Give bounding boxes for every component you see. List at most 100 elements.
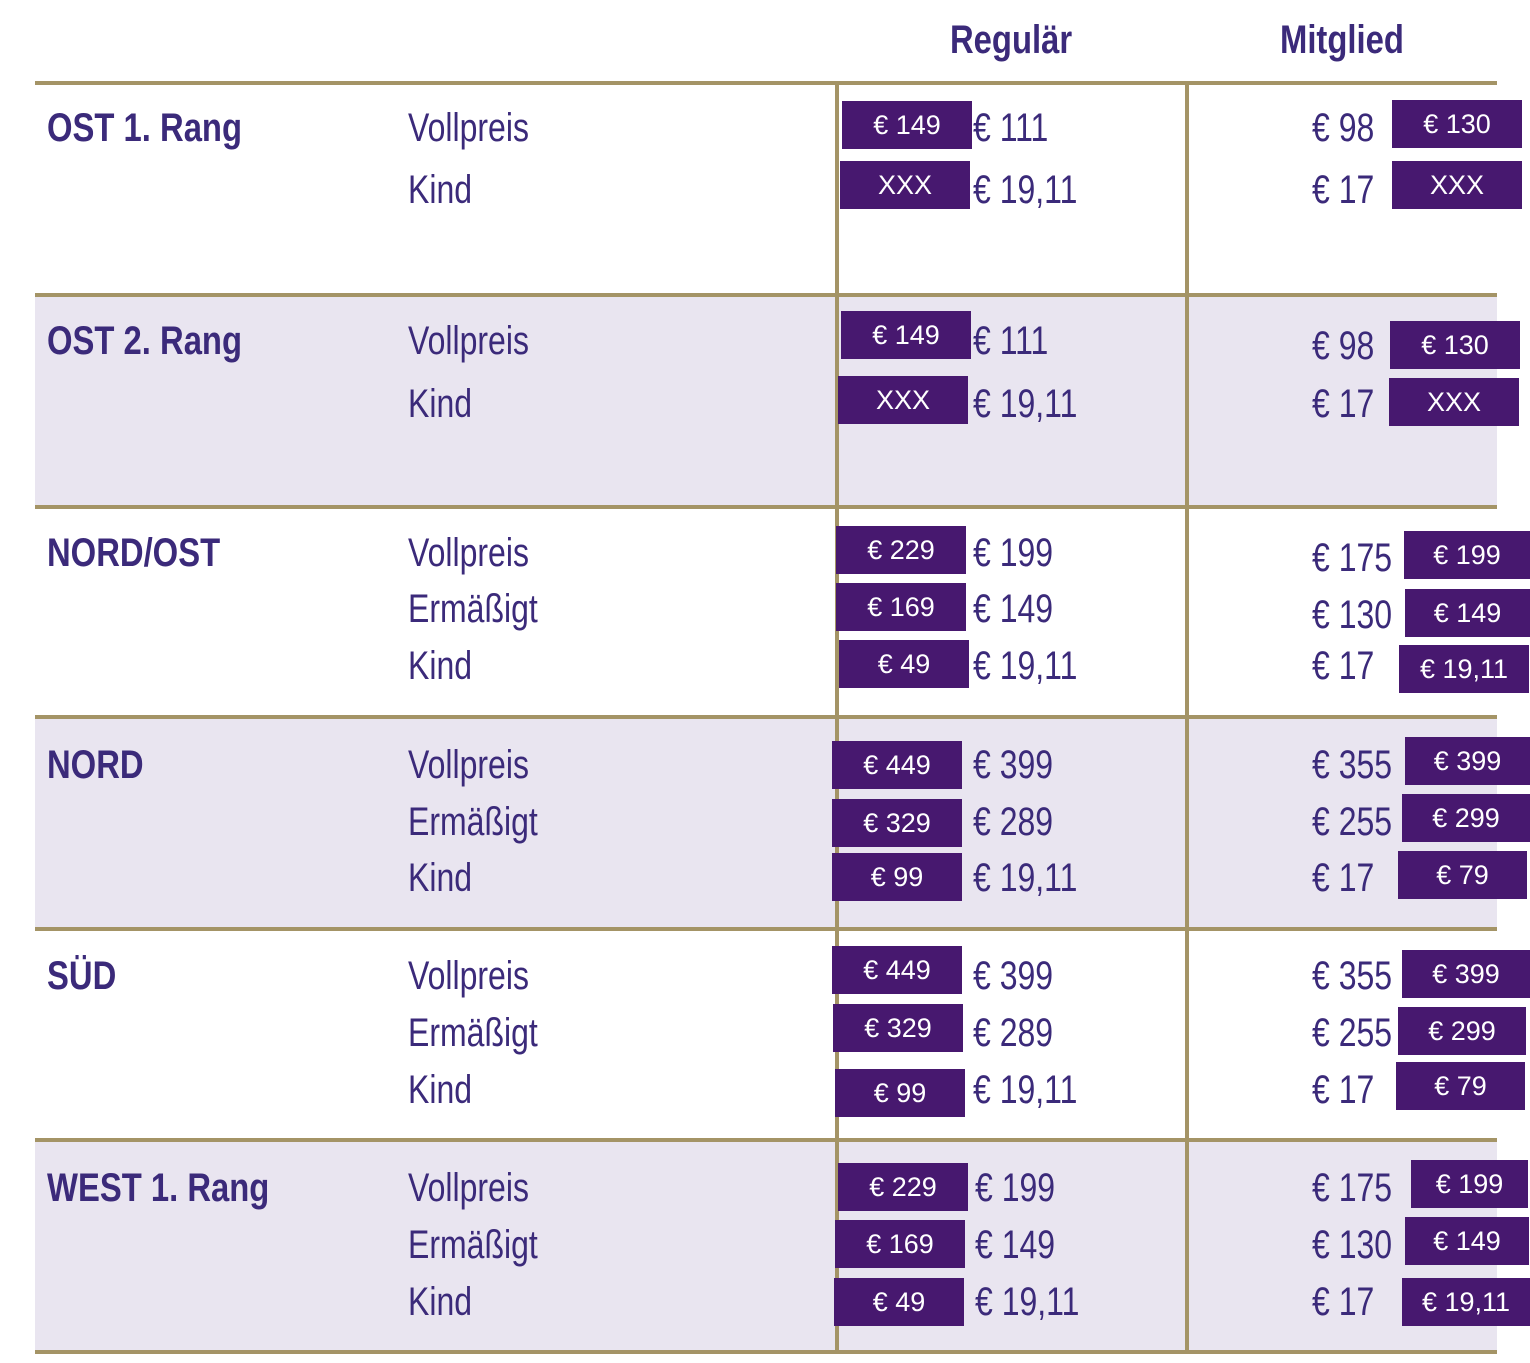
- member-old-price-badge: € 19,11: [1402, 1278, 1530, 1326]
- member-old-price-badge: € 399: [1402, 950, 1530, 998]
- section-band-ost-2: [35, 297, 1497, 506]
- member-old-price-badge: XXX: [1389, 378, 1519, 426]
- regular-price: € 199: [975, 1166, 1056, 1210]
- regular-old-price-badge: € 49: [839, 640, 969, 688]
- zone-label: NORD/OST: [47, 531, 221, 575]
- regular-old-price-badge: € 149: [841, 311, 971, 359]
- category-label: Ermäßigt: [408, 1011, 538, 1055]
- regular-old-price-badge: € 49: [834, 1278, 964, 1326]
- regular-price: € 19,11: [975, 1280, 1080, 1324]
- member-price: € 175: [1312, 536, 1393, 580]
- regular-price: € 399: [973, 743, 1054, 787]
- zone-label: WEST 1. Rang: [47, 1166, 270, 1210]
- member-price: € 17: [1312, 168, 1375, 212]
- column-header-regular: Regulär: [950, 18, 1073, 62]
- category-label: Kind: [408, 1068, 473, 1112]
- regular-old-price-badge: € 229: [838, 1163, 968, 1211]
- section-band-west-1: [35, 1141, 1497, 1351]
- regular-price: € 149: [975, 1223, 1056, 1267]
- member-old-price-badge: € 199: [1411, 1160, 1528, 1208]
- regular-price: € 289: [973, 1011, 1054, 1055]
- column-divider: [835, 83, 839, 1352]
- member-old-price-badge: € 19,11: [1399, 645, 1529, 693]
- rule: [35, 927, 1497, 931]
- rule: [35, 293, 1497, 297]
- member-old-price-badge: € 149: [1405, 1217, 1529, 1265]
- regular-price: € 19,11: [973, 1068, 1078, 1112]
- regular-price: € 19,11: [973, 382, 1078, 426]
- column-header-member: Mitglied: [1280, 18, 1404, 62]
- member-old-price-badge: € 399: [1405, 737, 1530, 785]
- category-label: Vollpreis: [408, 106, 529, 150]
- regular-price: € 19,11: [973, 168, 1078, 212]
- member-price: € 130: [1312, 1223, 1393, 1267]
- category-label: Kind: [408, 1280, 473, 1324]
- member-price: € 255: [1312, 1011, 1393, 1055]
- member-price: € 17: [1312, 644, 1375, 688]
- category-label: Vollpreis: [408, 743, 529, 787]
- regular-old-price-badge: € 99: [832, 853, 962, 901]
- regular-price: € 111: [973, 319, 1049, 363]
- rule: [35, 1350, 1497, 1354]
- regular-old-price-badge: € 449: [832, 946, 962, 994]
- member-price: € 355: [1312, 743, 1393, 787]
- member-price: € 175: [1312, 1166, 1393, 1210]
- member-price: € 17: [1312, 1280, 1375, 1324]
- category-label: Ermäßigt: [408, 1223, 538, 1267]
- regular-price: € 289: [973, 800, 1054, 844]
- member-old-price-badge: € 299: [1402, 794, 1530, 842]
- category-label: Kind: [408, 168, 473, 212]
- category-label: Vollpreis: [408, 531, 529, 575]
- zone-label: NORD: [47, 743, 144, 787]
- category-label: Vollpreis: [408, 1166, 529, 1210]
- regular-old-price-badge: € 449: [832, 741, 962, 789]
- member-old-price-badge: XXX: [1392, 161, 1522, 209]
- rule: [35, 715, 1497, 719]
- column-divider: [1185, 83, 1189, 1352]
- member-price: € 98: [1312, 106, 1375, 150]
- regular-old-price-badge: XXX: [838, 376, 968, 424]
- member-price: € 355: [1312, 954, 1393, 998]
- rule: [35, 81, 1497, 85]
- category-label: Vollpreis: [408, 954, 529, 998]
- regular-old-price-badge: € 329: [833, 1004, 963, 1052]
- zone-label: OST 2. Rang: [47, 319, 243, 363]
- member-price: € 17: [1312, 856, 1375, 900]
- regular-price: € 399: [973, 954, 1054, 998]
- regular-price: € 199: [973, 531, 1054, 575]
- member-old-price-badge: € 130: [1390, 321, 1520, 369]
- category-label: Vollpreis: [408, 319, 529, 363]
- regular-old-price-badge: € 329: [832, 799, 962, 847]
- category-label: Ermäßigt: [408, 587, 538, 631]
- member-old-price-badge: € 79: [1398, 851, 1527, 899]
- category-label: Ermäßigt: [408, 800, 538, 844]
- member-price: € 17: [1312, 1068, 1375, 1112]
- regular-price: € 111: [973, 106, 1049, 150]
- regular-old-price-badge: € 229: [836, 526, 966, 574]
- category-label: Kind: [408, 856, 473, 900]
- category-label: Kind: [408, 644, 473, 688]
- member-price: € 130: [1312, 593, 1393, 637]
- regular-old-price-badge: € 169: [836, 583, 966, 631]
- regular-old-price-badge: € 99: [835, 1069, 965, 1117]
- member-old-price-badge: € 299: [1398, 1007, 1526, 1055]
- zone-label: OST 1. Rang: [47, 106, 243, 150]
- regular-old-price-badge: XXX: [840, 161, 970, 209]
- section-band-nord: [35, 719, 1497, 928]
- rule: [35, 1138, 1497, 1142]
- member-price: € 255: [1312, 800, 1393, 844]
- member-price: € 17: [1312, 382, 1375, 426]
- member-old-price-badge: € 130: [1392, 100, 1522, 148]
- regular-old-price-badge: € 149: [842, 101, 972, 149]
- member-old-price-badge: € 199: [1404, 531, 1530, 579]
- member-old-price-badge: € 149: [1405, 589, 1530, 637]
- zone-label: SÜD: [47, 954, 117, 998]
- member-price: € 98: [1312, 324, 1375, 368]
- regular-price: € 19,11: [973, 856, 1078, 900]
- regular-price: € 19,11: [973, 644, 1078, 688]
- member-old-price-badge: € 79: [1396, 1062, 1525, 1110]
- category-label: Kind: [408, 382, 473, 426]
- regular-price: € 149: [973, 587, 1054, 631]
- regular-old-price-badge: € 169: [835, 1220, 965, 1268]
- rule: [35, 505, 1497, 509]
